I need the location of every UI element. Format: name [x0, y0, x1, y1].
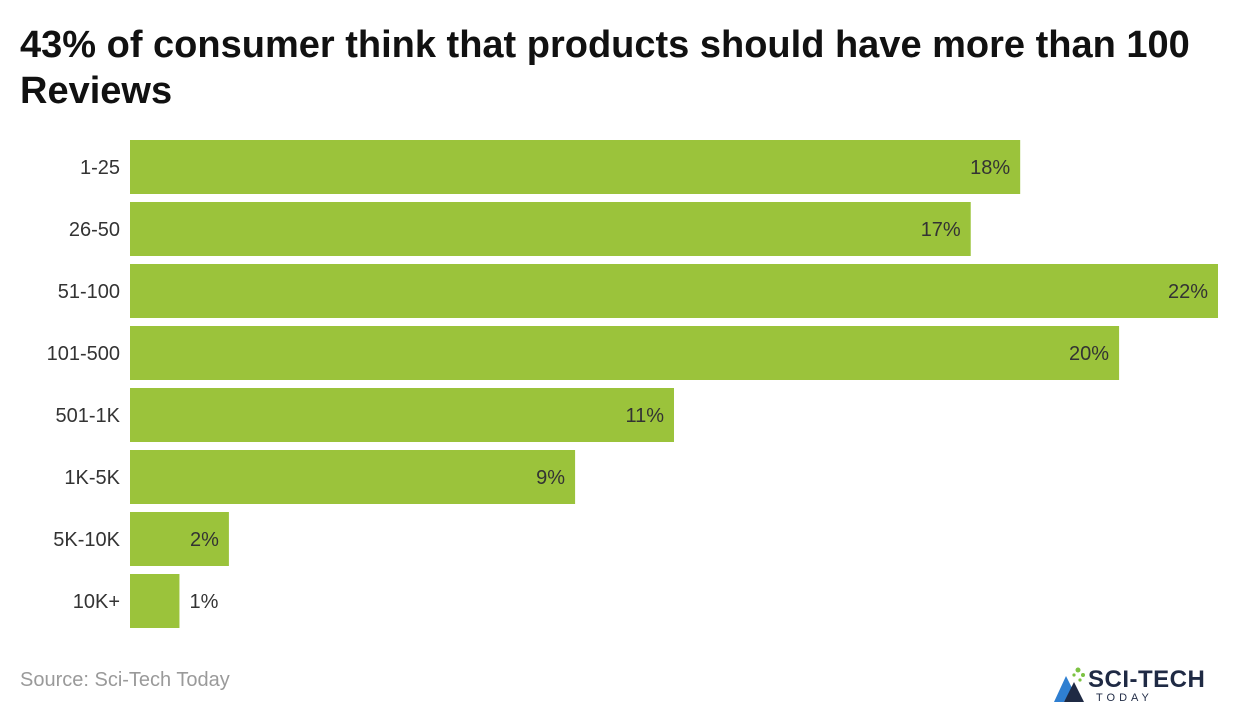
- bar-1-25: [130, 140, 1021, 194]
- value-label: 9%: [536, 467, 565, 489]
- category-label: 101-500: [47, 343, 120, 365]
- source-note: Source: Sci-Tech Today: [20, 669, 230, 691]
- sci-tech-logo: SCI-TECH TODAY: [1050, 662, 1230, 710]
- value-label: 20%: [1069, 343, 1109, 365]
- logo-name: SCI-TECH: [1088, 666, 1206, 693]
- bar-1K-5K: [130, 450, 576, 504]
- category-label: 10K+: [73, 591, 120, 613]
- bar-51-100: [130, 264, 1218, 318]
- bar-101-500: [130, 326, 1120, 380]
- value-label: 22%: [1168, 281, 1208, 303]
- chart-title: 43% of consumer think that products shou…: [20, 24, 1190, 112]
- value-label: 2%: [190, 529, 219, 551]
- logo-sub: TODAY: [1096, 692, 1153, 704]
- logo-mark-icon: [1054, 667, 1085, 702]
- category-label: 1-25: [80, 157, 120, 179]
- category-label: 51-100: [58, 281, 120, 303]
- bar-5K-10K: [130, 512, 229, 566]
- value-label: 17%: [921, 219, 961, 241]
- value-label: 11%: [625, 405, 664, 427]
- category-label: 5K-10K: [53, 529, 120, 551]
- value-label: 1%: [189, 591, 218, 613]
- bar-501-1K: [130, 388, 674, 442]
- bar-26-50: [130, 202, 971, 256]
- bar-10K+: [130, 574, 180, 628]
- category-label: 1K-5K: [64, 467, 120, 489]
- bar-chart: 1-25 18% 26-50 17% 51-100 22% 101-500 20% 501-1K…: [47, 140, 1218, 628]
- category-label: 26-50: [69, 219, 120, 241]
- value-label: 18%: [970, 157, 1010, 179]
- category-label: 501-1K: [56, 405, 121, 427]
